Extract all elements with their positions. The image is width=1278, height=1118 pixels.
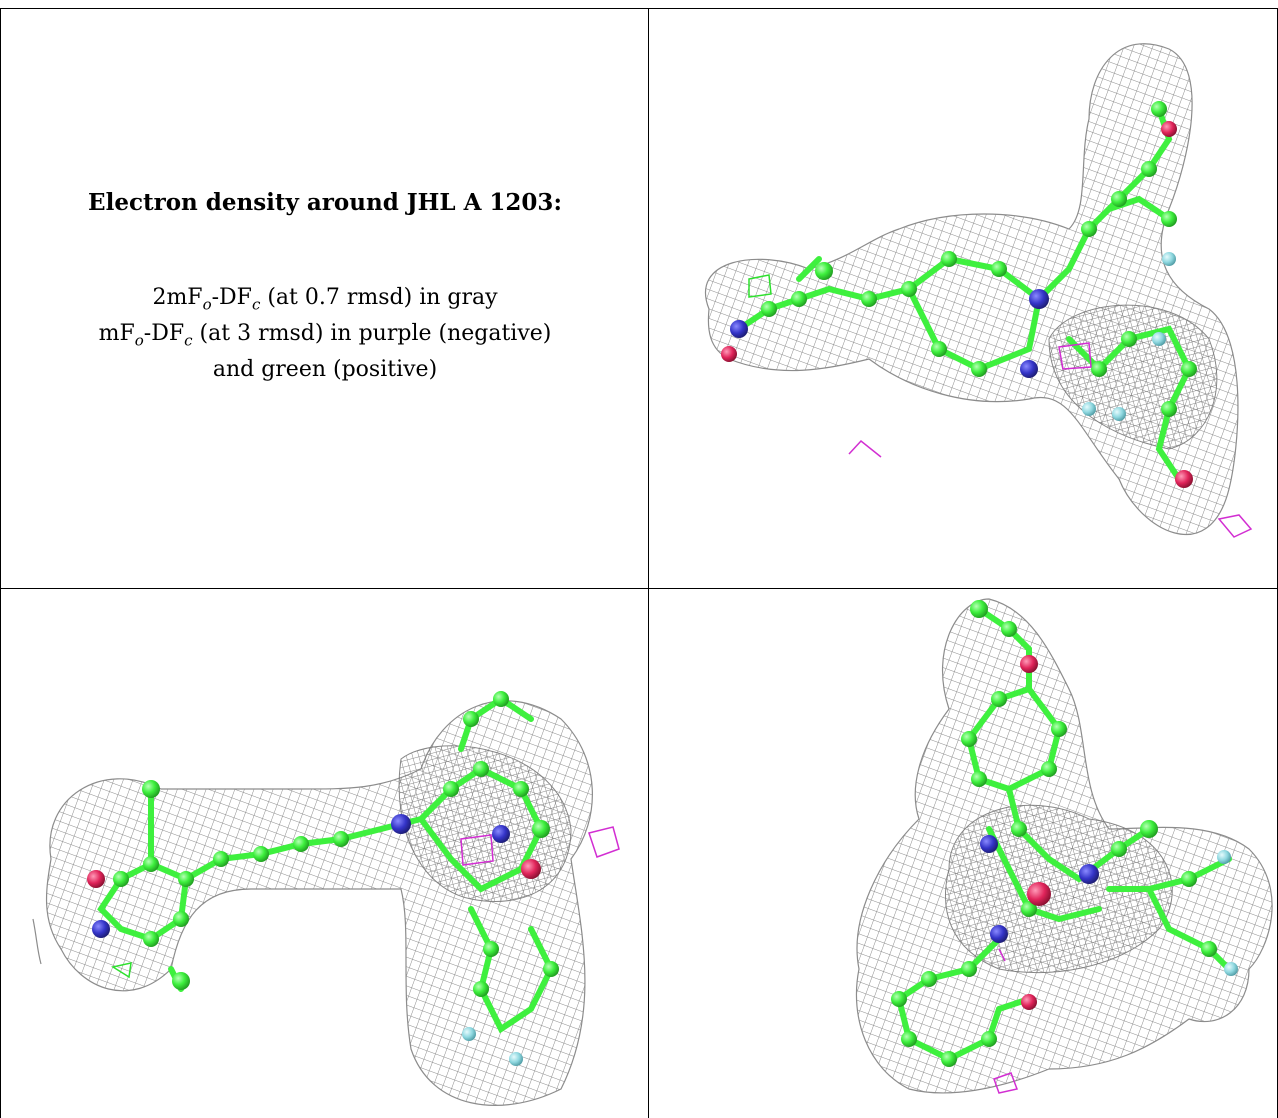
line1-pre: 2mF [152,285,203,310]
table-border-center [648,8,649,1118]
table-border-left [0,8,1,1118]
line2-pre: mF [98,321,135,346]
negative-difference-density [993,948,1019,1094]
caption-title: Electron density around JHL A 1203: [88,189,562,216]
density-panel-top-right [649,9,1277,588]
line2-sub1: o [134,331,144,350]
ligand-atoms [891,600,1238,1067]
ligand-atoms [87,691,559,1066]
line1-post: (at 0.7 rmsd) in gray [260,285,498,310]
positive-difference-density [748,274,772,298]
positive-difference-density [111,962,132,979]
density-panel-bottom-right [649,589,1277,1118]
electron-density-map-view-3 [855,598,1273,1094]
caption-cell: Electron density around JHL A 1203: 2mFo… [1,9,649,597]
caption-line-3: and green (positive) [212,357,438,382]
ligand-atoms [721,101,1197,488]
table-border-top [0,8,1278,9]
line2-post: (at 3 rmsd) in purple (negative) [192,321,552,346]
negative-difference-density [460,826,620,866]
line1-mid: -DF [211,285,252,310]
electron-density-map-view-2 [32,691,620,1106]
line2-mid: -DF [143,321,185,346]
line1-sub2: c [251,295,261,314]
dense-mesh-region [1048,304,1218,450]
line1-sub1: o [202,295,212,314]
caption-line-2: mFo-DFc (at 3 rmsd) in purple (negative) [1,321,649,349]
mesh-fragment [32,918,42,965]
electron-density-map-view-1 [705,43,1253,538]
table-border-middle [0,588,1278,589]
line2-sub2: c [184,331,193,350]
gray-mesh-envelope [705,43,1239,536]
density-panel-bottom-left [1,589,648,1118]
caption-line-1: 2mFo-DFc (at 0.7 rmsd) in gray [1,285,649,313]
negative-difference-density [848,342,1253,538]
